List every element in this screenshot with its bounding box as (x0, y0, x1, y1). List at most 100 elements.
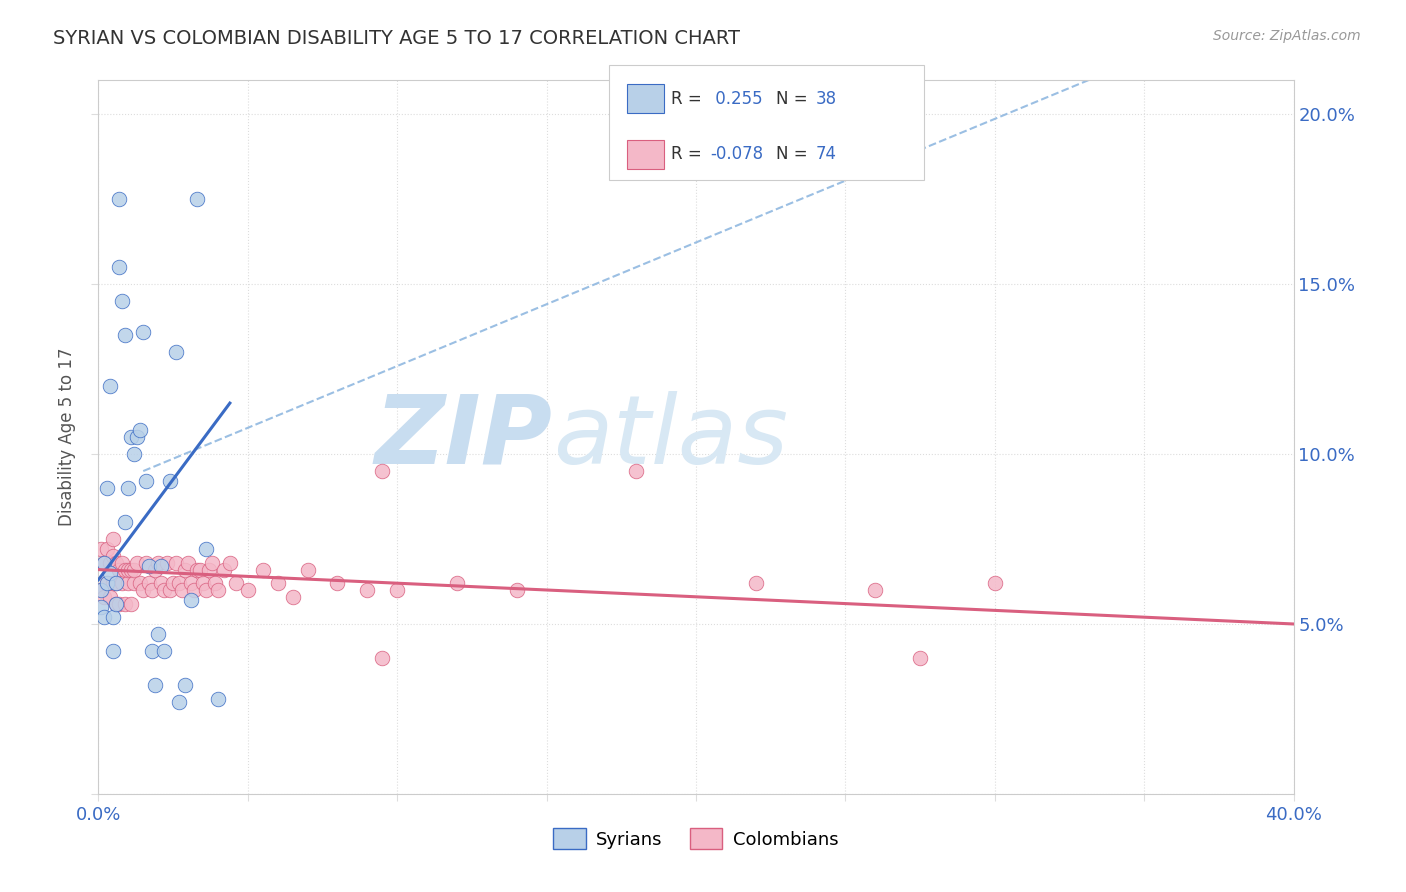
Point (129, 576, 152, 591)
Point (174, 678, 197, 692)
Point (141, 644, 163, 658)
Point (114, 597, 136, 611)
Point (186, 192, 208, 206)
Text: R =: R = (671, 89, 702, 108)
Point (506, 582, 529, 597)
Point (385, 582, 409, 597)
Point (188, 563, 211, 577)
Point (114, 515, 136, 529)
Point (446, 576, 468, 591)
Point (148, 556, 170, 570)
Point (108, 597, 131, 611)
Point (236, 582, 259, 597)
Point (207, 582, 229, 597)
Point (114, 328, 136, 343)
Text: SYRIAN VS COLOMBIAN DISABILITY AGE 5 TO 17 CORRELATION CHART: SYRIAN VS COLOMBIAN DISABILITY AGE 5 TO … (53, 29, 741, 47)
Point (96, 576, 118, 591)
Point (129, 423, 152, 437)
Point (281, 590, 304, 604)
Point (135, 556, 157, 570)
Point (135, 475, 157, 489)
Point (124, 563, 146, 577)
Point (371, 464, 394, 478)
Point (111, 556, 134, 570)
Text: 74: 74 (815, 145, 837, 163)
Point (90, 582, 112, 597)
Point (132, 582, 155, 597)
Point (204, 576, 226, 591)
Point (105, 556, 128, 570)
Point (93, 556, 115, 570)
Point (105, 576, 128, 591)
Point (174, 563, 197, 577)
Point (93, 556, 115, 570)
Point (117, 563, 139, 577)
Text: Source: ZipAtlas.com: Source: ZipAtlas.com (1213, 29, 1361, 43)
Point (105, 576, 128, 591)
Point (141, 582, 163, 597)
Point (180, 593, 202, 607)
Point (117, 576, 139, 591)
Point (103, 532, 125, 546)
Point (908, 651, 931, 665)
Point (93, 610, 115, 624)
Point (96, 576, 118, 591)
Point (117, 481, 139, 495)
Point (120, 563, 142, 577)
Text: R =: R = (671, 145, 702, 163)
Point (93, 590, 115, 604)
Point (103, 644, 125, 658)
Point (167, 695, 190, 709)
Point (143, 678, 166, 692)
Text: N =: N = (776, 89, 807, 108)
Point (180, 576, 202, 591)
Point (225, 576, 247, 591)
Point (153, 582, 176, 597)
Point (191, 576, 214, 591)
Point (98, 379, 122, 393)
Point (90, 582, 112, 597)
Point (108, 192, 131, 206)
Point (207, 691, 229, 706)
Point (105, 597, 128, 611)
Point (127, 556, 149, 570)
Point (111, 576, 134, 591)
Y-axis label: Disability Age 5 to 17: Disability Age 5 to 17 (58, 348, 76, 526)
Point (267, 576, 290, 591)
Text: N =: N = (776, 145, 807, 163)
Point (165, 345, 187, 359)
Point (108, 563, 131, 577)
Point (103, 576, 125, 591)
Point (98, 566, 122, 580)
Text: atlas: atlas (553, 391, 787, 483)
Point (186, 563, 208, 577)
Point (201, 556, 224, 570)
Point (626, 464, 648, 478)
Point (177, 556, 200, 570)
Point (148, 627, 170, 641)
Point (143, 563, 166, 577)
Point (150, 576, 173, 591)
Legend: Syrians, Colombians: Syrians, Colombians (546, 821, 846, 856)
Point (138, 576, 160, 591)
Point (195, 582, 218, 597)
Text: 0.255: 0.255 (710, 89, 762, 108)
Point (165, 556, 187, 570)
Point (195, 542, 218, 557)
Point (212, 563, 235, 577)
Text: ZIP: ZIP (374, 391, 553, 483)
Point (103, 549, 125, 563)
Point (98, 556, 122, 570)
Point (371, 651, 394, 665)
Text: -0.078: -0.078 (710, 145, 763, 163)
Point (153, 644, 176, 658)
Point (108, 260, 131, 275)
Point (326, 576, 349, 591)
Point (96, 542, 118, 557)
Point (156, 556, 179, 570)
Point (120, 430, 142, 444)
Point (745, 576, 768, 591)
Point (114, 563, 136, 577)
Point (105, 597, 128, 611)
Point (167, 576, 190, 591)
